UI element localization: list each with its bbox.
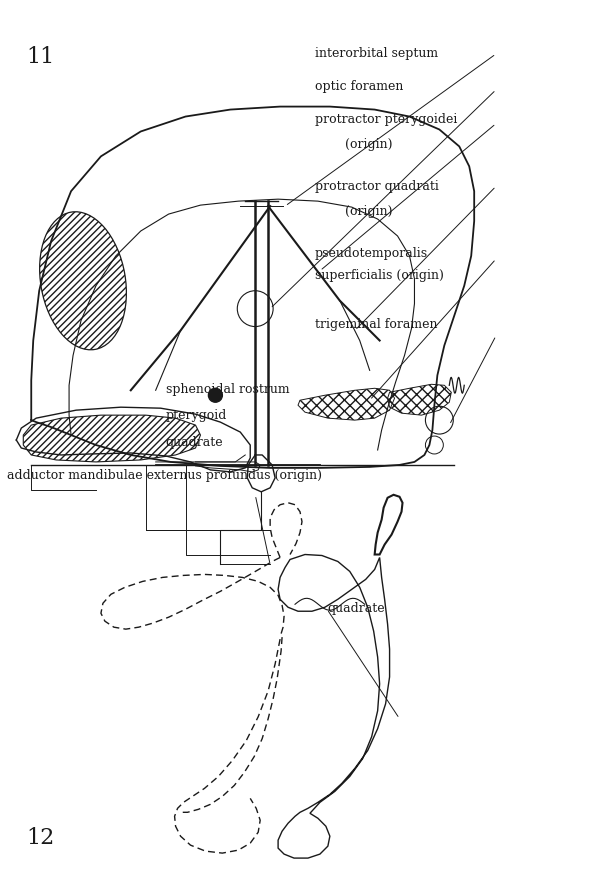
Text: sphenoidal rostrum: sphenoidal rostrum [166, 383, 289, 396]
Text: optic foramen: optic foramen [315, 80, 403, 93]
Polygon shape [278, 554, 389, 858]
Circle shape [208, 388, 223, 402]
Text: interorbital septum: interorbital septum [315, 47, 438, 60]
Text: (origin): (origin) [345, 205, 392, 217]
Text: adductor mandibulae externus profundus (origin): adductor mandibulae externus profundus (… [7, 469, 322, 482]
Text: (origin): (origin) [345, 138, 392, 151]
Text: protractor quadrati: protractor quadrati [315, 180, 439, 193]
Text: protractor pterygoidei: protractor pterygoidei [315, 113, 457, 126]
Text: pterygoid: pterygoid [166, 409, 227, 422]
Text: 12: 12 [26, 827, 55, 849]
Text: 11: 11 [26, 46, 55, 68]
Text: quadrate: quadrate [327, 603, 385, 615]
Polygon shape [374, 494, 403, 554]
Text: quadrate: quadrate [166, 436, 223, 449]
Text: superficialis (origin): superficialis (origin) [315, 269, 444, 282]
Text: trigeminal foramen: trigeminal foramen [315, 317, 437, 331]
Text: pseudotemporalis: pseudotemporalis [315, 247, 428, 259]
